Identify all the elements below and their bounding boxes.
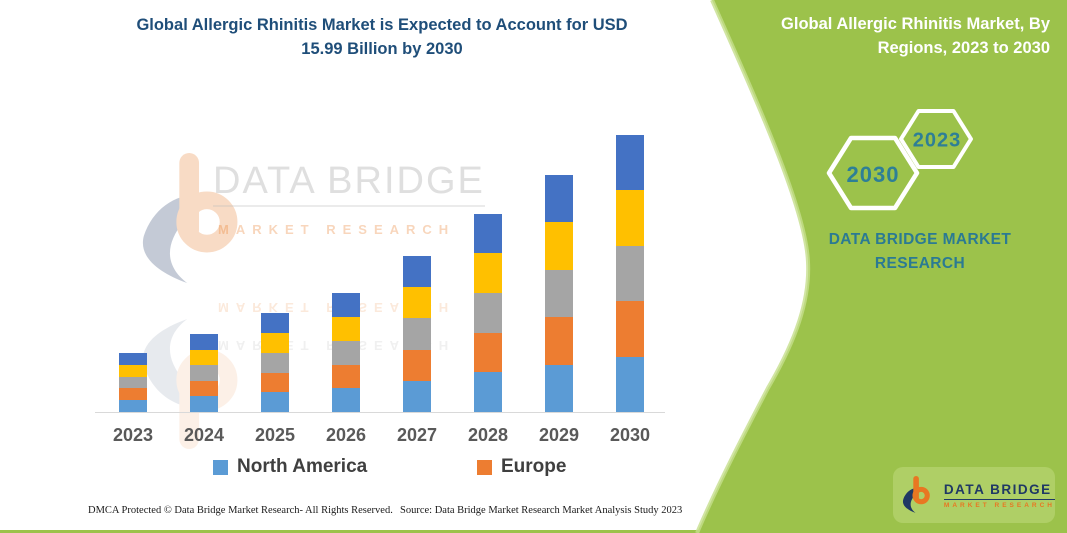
legend-swatch-north-america: [213, 459, 228, 475]
panel-brand-line2: RESEARCH: [874, 255, 966, 272]
legend-label-north-america: North America: [237, 456, 368, 477]
bar-segment-2027-Europe: [403, 349, 431, 381]
bar-segment-2024-North America: [190, 396, 218, 412]
bar-segment-2023-series3: [119, 376, 147, 389]
bar-segment-2028-series5: [474, 213, 502, 254]
bar-segment-2028-North America: [474, 372, 502, 412]
data-bridge-logo-icon: [901, 472, 938, 518]
bar-segment-2029-series5: [545, 174, 573, 223]
hexagon-year-2030: 2030: [846, 162, 900, 187]
legend-item-north-america: North America: [213, 456, 367, 478]
bar-segment-2025-North America: [261, 392, 289, 412]
bar-segment-2026-Europe: [332, 364, 360, 389]
bar-2030: [616, 134, 644, 412]
bar-2027: [403, 256, 431, 412]
hexagon-year-badges: [826, 109, 973, 211]
bar-2028: [474, 213, 502, 412]
x-axis-line: [95, 412, 665, 413]
x-axis-label-2028: 2028: [467, 425, 509, 445]
bar-segment-2027-series3: [403, 318, 431, 350]
bar-segment-2027-North America: [403, 380, 431, 412]
bar-segment-2028-Europe: [474, 332, 502, 373]
x-axis-label-2023: 2023: [112, 425, 154, 445]
bar-segment-2030-North America: [616, 356, 644, 412]
bar-segment-2026-series4: [332, 317, 360, 341]
bar-segment-2024-series4: [190, 349, 218, 366]
bar-segment-2029-series3: [545, 269, 573, 318]
bar-segment-2025-series3: [261, 352, 289, 373]
bar-segment-2023-series4: [119, 364, 147, 377]
bar-segment-2025-Europe: [261, 372, 289, 393]
bar-segment-2025-series5: [261, 313, 289, 334]
x-axis-label-2027: 2027: [396, 425, 438, 445]
bar-segment-2030-series4: [616, 190, 644, 246]
legend-label-europe: Europe: [501, 456, 567, 477]
bar-segment-2027-series5: [403, 256, 431, 288]
bar-segment-2023-North America: [119, 400, 147, 412]
bar-2029: [545, 174, 573, 412]
bar-segment-2030-series5: [616, 134, 644, 191]
bar-segment-2023-Europe: [119, 388, 147, 401]
bar-segment-2028-series4: [474, 253, 502, 294]
bottom-border-line: [0, 530, 1067, 533]
x-axis-label-2025: 2025: [254, 425, 296, 445]
x-axis-label-2024: 2024: [183, 425, 225, 445]
bar-2025: [261, 313, 289, 412]
hexagon-2030: [826, 135, 920, 211]
hexagon-year-2023: 2023: [912, 129, 962, 152]
legend-item-europe: Europe: [477, 456, 566, 478]
bar-2026: [332, 293, 360, 412]
bar-segment-2024-series3: [190, 365, 218, 381]
x-axis-label-2029: 2029: [538, 425, 580, 445]
bar-segment-2030-Europe: [616, 301, 644, 357]
bar-segment-2024-Europe: [190, 380, 218, 397]
panel-brand-line1: DATA BRIDGE MARKET: [828, 231, 1012, 248]
side-panel-shape: [697, 0, 1067, 533]
hexagon-2023: [899, 109, 973, 169]
bar-segment-2026-series3: [332, 340, 360, 365]
side-panel-title-line2: Regions, 2023 to 2030: [877, 39, 1050, 57]
bar-segment-2024-series5: [190, 334, 218, 350]
bar-segment-2023-series5: [119, 353, 147, 365]
bar-2023: [119, 353, 147, 412]
bar-segment-2029-Europe: [545, 317, 573, 365]
bar-2024: [190, 334, 218, 412]
side-panel-edge-highlight: [695, 0, 811, 533]
bar-segment-2026-North America: [332, 388, 360, 412]
bar-segment-2030-series3: [616, 245, 644, 302]
bar-segment-2027-series4: [403, 287, 431, 319]
panel-brand-text: DATA BRIDGE MARKET RESEARCH: [810, 228, 1030, 276]
x-axis-label-2030: 2030: [609, 425, 651, 445]
logo-brand-text: DATA BRIDGE: [943, 482, 1055, 500]
x-axis-label-2026: 2026: [325, 425, 367, 445]
stacked-bar-chart: 2023 2024 2025 2026 2027 2028 2029 2030: [95, 120, 665, 445]
bar-segment-2029-series4: [545, 222, 573, 270]
legend-swatch-europe: [477, 459, 492, 475]
bar-segment-2029-North America: [545, 364, 573, 412]
page-title-line2: 15.99 Billion by 2030: [301, 40, 463, 58]
footer-source-text: Source: Data Bridge Market Research Mark…: [400, 505, 683, 516]
page-title: Global Allergic Rhinitis Market is Expec…: [62, 13, 702, 61]
bar-segment-2026-series5: [332, 293, 360, 318]
bar-segment-2025-series4: [261, 333, 289, 353]
side-panel-title-line1: Global Allergic Rhinitis Market, By: [781, 15, 1050, 33]
footer-dmca-text: DMCA Protected © Data Bridge Market Rese…: [88, 505, 393, 516]
side-panel-title: Global Allergic Rhinitis Market, By Regi…: [720, 12, 1050, 60]
bar-segment-2028-series3: [474, 293, 502, 333]
logo-sub-text: MARKET RESEARCH: [943, 501, 1055, 509]
page-title-line1: Global Allergic Rhinitis Market is Expec…: [136, 16, 628, 34]
logo-badge: DATA BRIDGE MARKET RESEARCH: [893, 467, 1055, 523]
